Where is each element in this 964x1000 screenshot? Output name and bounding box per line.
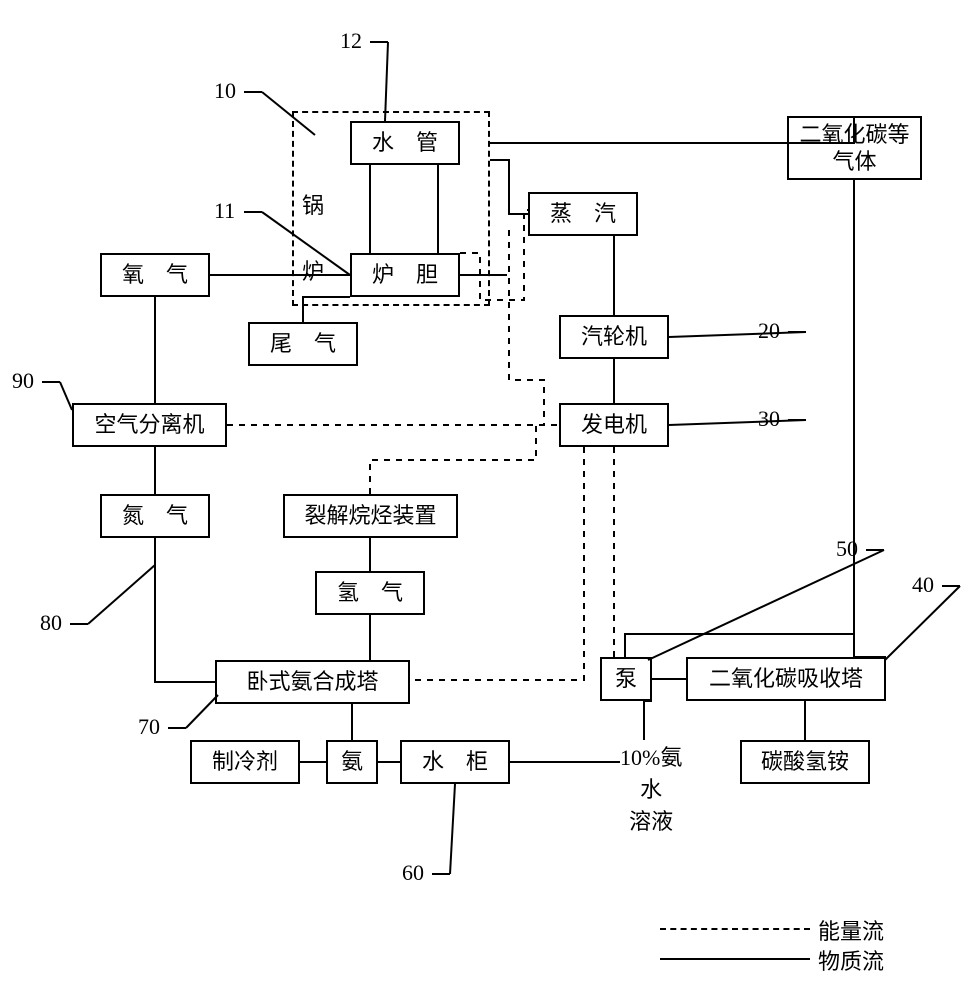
callout-label-n90: 90 xyxy=(12,368,34,394)
node-refrigerant: 制冷剂 xyxy=(190,740,300,784)
legend-label-energy: 能量流 xyxy=(818,914,884,946)
callout-label-n70: 70 xyxy=(138,714,160,740)
node-cracker: 裂解烷烃装置 xyxy=(283,494,458,538)
label-nh3_solution: 10%氨 水 溶液 xyxy=(620,740,682,836)
node-hydrogen: 氢 气 xyxy=(315,571,425,615)
callout-label-n30: 30 xyxy=(758,406,780,432)
node-nh3_tower: 卧式氨合成塔 xyxy=(215,660,410,704)
node-turbine: 汽轮机 xyxy=(559,315,669,359)
callout-label-n10: 10 xyxy=(214,78,236,104)
callout-label-n20: 20 xyxy=(758,318,780,344)
node-water_tank: 水 柜 xyxy=(400,740,510,784)
node-water_pipe: 水 管 xyxy=(350,121,460,165)
node-furnace_core: 炉 胆 xyxy=(350,253,460,297)
callout-label-n11: 11 xyxy=(214,198,235,224)
node-nitrogen: 氮 气 xyxy=(100,494,210,538)
node-co2_absorber: 二氧化碳吸收塔 xyxy=(686,657,886,701)
node-air_sep: 空气分离机 xyxy=(72,403,227,447)
callout-label-n60: 60 xyxy=(402,860,424,886)
node-generator: 发电机 xyxy=(559,403,669,447)
diagram-stage: 水 管炉 胆 蒸 汽氧 气尾 气 二氧化碳等 气体汽轮机发电机 空气分离机氮 气 裂解烷… xyxy=(0,0,964,1000)
node-oxygen: 氧 气 xyxy=(100,253,210,297)
callout-label-n40: 40 xyxy=(912,572,934,598)
legend-line-material xyxy=(660,958,810,960)
callout-label-n80: 80 xyxy=(40,610,62,636)
legend-line-energy xyxy=(660,928,810,930)
legend-label-material: 物质流 xyxy=(818,944,884,976)
node-pump: 泵 xyxy=(600,657,652,701)
label-boiler_bot: 炉 xyxy=(302,254,324,286)
node-steam: 蒸 汽 xyxy=(528,192,638,236)
node-tail_gas: 尾 气 xyxy=(248,322,358,366)
node-ammonia: 氨 xyxy=(326,740,378,784)
node-co2_gas: 二氧化碳等 气体 xyxy=(787,116,922,180)
callout-label-n12: 12 xyxy=(340,28,362,54)
node-bicarb: 碳酸氢铵 xyxy=(740,740,870,784)
callout-label-n50: 50 xyxy=(836,536,858,562)
label-boiler_top: 锅 xyxy=(302,188,324,220)
